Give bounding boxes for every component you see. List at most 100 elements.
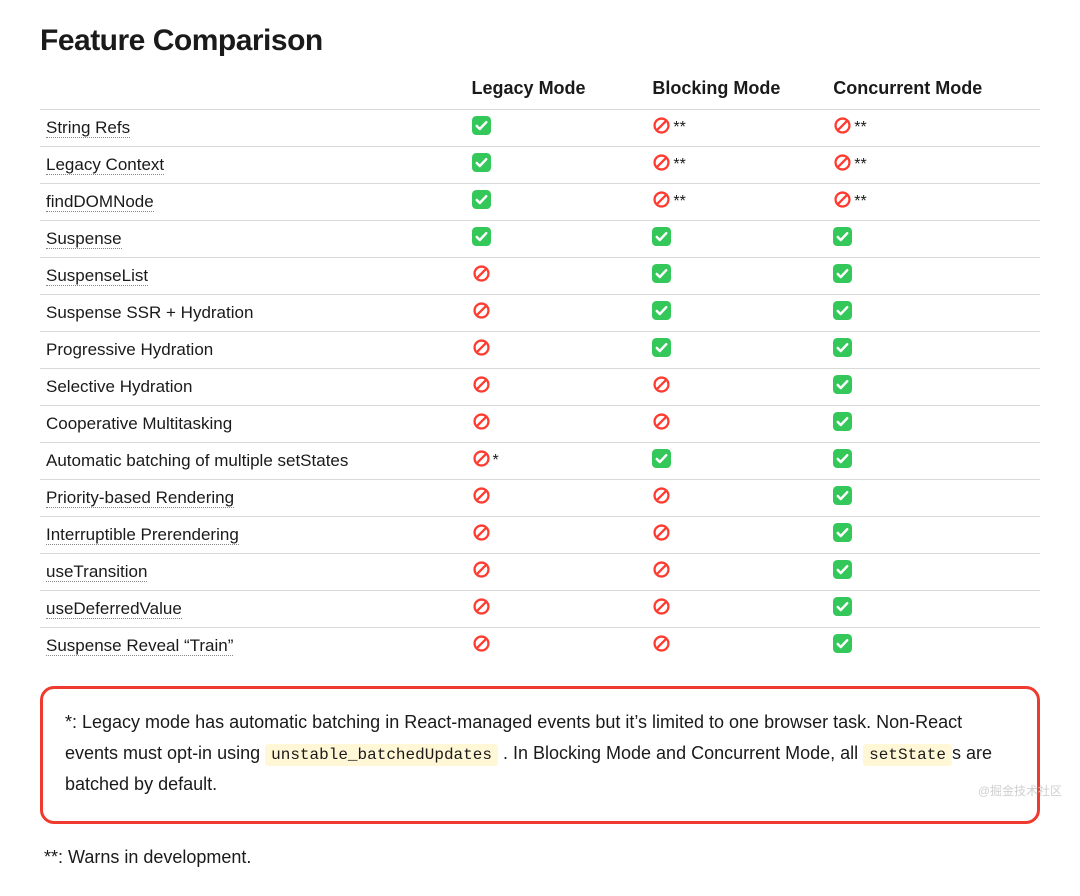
- prohibit-icon: [472, 597, 491, 621]
- status-cell: [646, 591, 827, 628]
- check-icon: [833, 523, 852, 547]
- feature-label[interactable]: Legacy Context: [46, 155, 164, 175]
- table-row: Suspense SSR + Hydration: [40, 295, 1040, 332]
- feature-label[interactable]: String Refs: [46, 118, 130, 138]
- watermark: @掘金技术社区: [978, 782, 1062, 799]
- table-row: Priority-based Rendering: [40, 480, 1040, 517]
- prohibit-icon: [652, 412, 671, 436]
- status-cell: [466, 147, 647, 184]
- check-icon: [833, 597, 852, 621]
- table-row: useTransition: [40, 554, 1040, 591]
- status-cell: [466, 258, 647, 295]
- status-cell: **: [646, 184, 827, 221]
- status-cell: [466, 110, 647, 147]
- feature-cell: useTransition: [40, 554, 466, 591]
- check-icon: [652, 227, 671, 251]
- feature-label[interactable]: Suspense: [46, 229, 122, 249]
- status-cell: [646, 628, 827, 665]
- prohibit-icon: [472, 449, 491, 473]
- prohibit-icon: [652, 375, 671, 399]
- feature-cell: Legacy Context: [40, 147, 466, 184]
- table-row: findDOMNode ** **: [40, 184, 1040, 221]
- status-cell: [466, 184, 647, 221]
- status-cell: [827, 258, 1040, 295]
- check-icon: [833, 264, 852, 288]
- table-header-row: Legacy Mode Blocking Mode Concurrent Mod…: [40, 70, 1040, 110]
- status-cell: [646, 443, 827, 480]
- feature-cell: Automatic batching of multiple setStates: [40, 443, 466, 480]
- footnote-star-mid: . In Blocking Mode and Concurrent Mode, …: [503, 743, 863, 763]
- check-icon: [472, 116, 491, 140]
- status-cell: [646, 332, 827, 369]
- cell-suffix: **: [673, 193, 685, 210]
- feature-cell: findDOMNode: [40, 184, 466, 221]
- table-row: Suspense Reveal “Train”: [40, 628, 1040, 665]
- status-cell: [827, 554, 1040, 591]
- feature-table: Legacy Mode Blocking Mode Concurrent Mod…: [40, 70, 1040, 664]
- check-icon: [833, 486, 852, 510]
- cell-suffix: **: [673, 156, 685, 173]
- prohibit-icon: [652, 486, 671, 510]
- prohibit-icon: [472, 523, 491, 547]
- col-feature: [40, 70, 466, 110]
- status-cell: [827, 517, 1040, 554]
- prohibit-icon: [652, 634, 671, 658]
- status-cell: [466, 554, 647, 591]
- check-icon: [652, 449, 671, 473]
- status-cell: [646, 295, 827, 332]
- check-icon: [472, 227, 491, 251]
- prohibit-icon: [833, 153, 852, 177]
- status-cell: **: [646, 147, 827, 184]
- prohibit-icon: [472, 375, 491, 399]
- check-icon: [472, 190, 491, 214]
- status-cell: **: [827, 184, 1040, 221]
- feature-cell: String Refs: [40, 110, 466, 147]
- check-icon: [833, 449, 852, 473]
- status-cell: [466, 295, 647, 332]
- prohibit-icon: [652, 116, 671, 140]
- prohibit-icon: [652, 153, 671, 177]
- feature-label[interactable]: Suspense Reveal “Train”: [46, 636, 233, 656]
- status-cell: [466, 628, 647, 665]
- table-row: useDeferredValue: [40, 591, 1040, 628]
- prohibit-icon: [652, 597, 671, 621]
- col-legacy: Legacy Mode: [466, 70, 647, 110]
- status-cell: [466, 480, 647, 517]
- feature-label[interactable]: Priority-based Rendering: [46, 488, 234, 508]
- status-cell: [466, 517, 647, 554]
- feature-cell: Suspense Reveal “Train”: [40, 628, 466, 665]
- feature-label: Suspense SSR + Hydration: [46, 303, 253, 322]
- prohibit-icon: [472, 634, 491, 658]
- prohibit-icon: [833, 116, 852, 140]
- cell-suffix: **: [854, 119, 866, 136]
- feature-label[interactable]: useTransition: [46, 562, 147, 582]
- check-icon: [652, 264, 671, 288]
- check-icon: [833, 375, 852, 399]
- feature-label[interactable]: SuspenseList: [46, 266, 148, 286]
- feature-label[interactable]: useDeferredValue: [46, 599, 182, 619]
- feature-label[interactable]: Interruptible Prerendering: [46, 525, 239, 545]
- status-cell: **: [646, 110, 827, 147]
- feature-cell: Progressive Hydration: [40, 332, 466, 369]
- check-icon: [833, 412, 852, 436]
- feature-cell: Interruptible Prerendering: [40, 517, 466, 554]
- table-row: Cooperative Multitasking: [40, 406, 1040, 443]
- feature-cell: SuspenseList: [40, 258, 466, 295]
- status-cell: [827, 480, 1040, 517]
- footnote-star-callout: *: Legacy mode has automatic batching in…: [40, 686, 1040, 824]
- status-cell: [827, 628, 1040, 665]
- status-cell: [827, 369, 1040, 406]
- status-cell: [827, 443, 1040, 480]
- check-icon: [652, 338, 671, 362]
- prohibit-icon: [472, 301, 491, 325]
- feature-label: Selective Hydration: [46, 377, 192, 396]
- cell-suffix: **: [854, 156, 866, 173]
- feature-label[interactable]: findDOMNode: [46, 192, 154, 212]
- prohibit-icon: [472, 560, 491, 584]
- feature-cell: useDeferredValue: [40, 591, 466, 628]
- check-icon: [833, 227, 852, 251]
- check-icon: [833, 560, 852, 584]
- prohibit-icon: [472, 486, 491, 510]
- status-cell: [827, 591, 1040, 628]
- status-cell: [646, 369, 827, 406]
